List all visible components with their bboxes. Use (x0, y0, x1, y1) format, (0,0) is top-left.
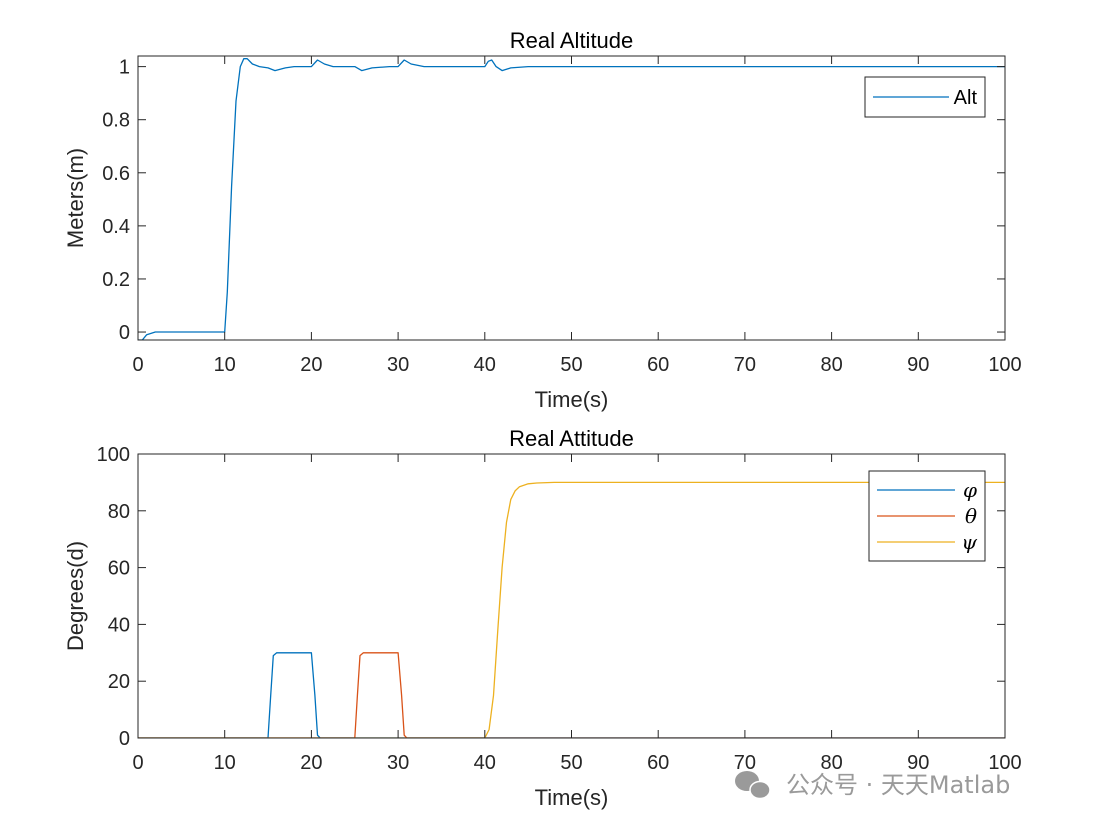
y-tick-label: 100 (97, 444, 130, 466)
x-tick-label: 100 (988, 752, 1021, 774)
legend: Alt (864, 76, 986, 118)
watermark-label: 公众号 · 天天Matlab (786, 771, 1010, 799)
x-tick-label: 30 (387, 354, 409, 376)
y-tick-label: 80 (108, 501, 130, 523)
x-axis-label: Time(s) (535, 387, 609, 412)
x-tick-label: 70 (734, 752, 756, 774)
x-tick-label: 10 (214, 752, 236, 774)
series-line-1 (138, 652, 1005, 738)
x-tick-label: 30 (387, 752, 409, 774)
legend: φθψ (868, 470, 986, 562)
legend-label: φ (963, 478, 977, 502)
plot-area (138, 56, 1005, 340)
y-tick-label: 1 (119, 57, 130, 79)
y-tick-label: 20 (108, 671, 130, 693)
wechat-icon (735, 771, 771, 800)
x-tick-label: 60 (647, 354, 669, 376)
x-tick-label: 80 (820, 354, 842, 376)
x-tick-label: 50 (560, 354, 582, 376)
y-tick-label: 40 (108, 614, 130, 636)
y-tick-label: 60 (108, 558, 130, 580)
x-tick-label: 90 (907, 752, 929, 774)
x-tick-label: 40 (474, 752, 496, 774)
series-line-2 (138, 652, 1005, 738)
x-tick-label: 20 (300, 354, 322, 376)
legend-label: Alt (954, 87, 978, 109)
y-tick-label: 0.8 (102, 110, 130, 132)
plot-area (138, 454, 1005, 738)
x-tick-label: 70 (734, 354, 756, 376)
chart-2: 0 10 20 30 40 50 60 70 80 90 100 0 20 40 60 80 100 Real A… (63, 426, 1022, 810)
y-axis-label: Degrees(d) (63, 541, 88, 651)
x-axis-label: Time(s) (535, 785, 609, 810)
series-line-3 (138, 481, 1005, 738)
x-tick-label: 40 (474, 354, 496, 376)
x-tick-label: 0 (132, 752, 143, 774)
x-tick-label: 80 (820, 752, 842, 774)
chart-1: 0 10 20 30 40 50 60 70 80 90 100 0 0.2 0.4 0.6 0.8 1 Real… (63, 28, 1022, 412)
x-tick-label: 10 (214, 354, 236, 376)
x-tick-label: 50 (560, 752, 582, 774)
y-tick-label: 0 (119, 322, 130, 344)
watermark: 公众号 · 天天Matlab (735, 771, 1010, 800)
legend-label: θ (965, 504, 977, 528)
wechat-bubble-small (749, 780, 771, 800)
series-group (138, 481, 1005, 738)
x-tick-label: 0 (132, 354, 143, 376)
y-tick-label: 0.2 (102, 269, 130, 291)
y-tick-label: 0.4 (102, 216, 130, 238)
x-tick-label: 100 (988, 354, 1021, 376)
x-tick-label: 20 (300, 752, 322, 774)
x-tick-label: 60 (647, 752, 669, 774)
series-group (138, 58, 1005, 340)
chart-title: Real Altitude (510, 28, 634, 53)
y-tick-label: 0.6 (102, 163, 130, 185)
chart-title: Real Attitude (509, 426, 634, 451)
y-axis-label: Meters(m) (63, 148, 88, 248)
legend-label: ψ (961, 530, 977, 554)
series-line-1 (138, 58, 1005, 340)
x-tick-label: 90 (907, 354, 929, 376)
y-tick-label: 0 (119, 728, 130, 750)
